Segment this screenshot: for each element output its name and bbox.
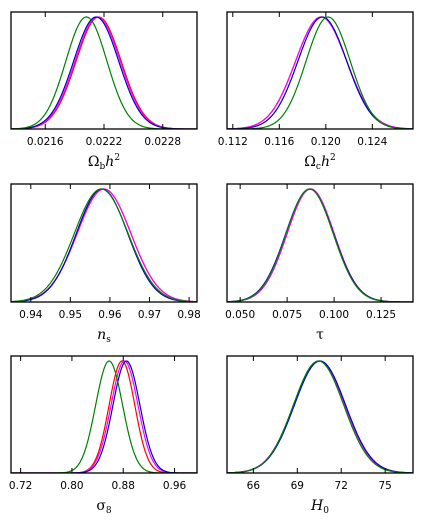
x-tick-label: 0.050: [225, 309, 255, 321]
series-blue-curve: [11, 360, 197, 473]
axes-frame: [10, 11, 198, 130]
curves: [227, 360, 413, 473]
series-magenta-curve: [227, 16, 413, 129]
axes-frame: [226, 355, 414, 474]
x-tick-label: 0.96: [163, 480, 187, 492]
x-axis-label: σ8: [96, 498, 112, 516]
x-tick-label: 0.88: [112, 480, 135, 492]
x-tick-label: 0.0222: [86, 136, 123, 148]
x-tick-label: 0.95: [59, 309, 82, 321]
x-tick-label: 75: [378, 480, 391, 492]
panel-2: 0.112 0.116 0.120 0.124 Ωch2: [218, 11, 414, 172]
x-tick-label: 0.72: [9, 480, 32, 492]
series-blue-curve: [227, 360, 413, 473]
series-green-curve: [11, 16, 197, 129]
x-tick-label: 69: [291, 480, 304, 492]
x-axis-label: Ωbh2: [88, 153, 120, 172]
series-red-curve: [11, 16, 197, 129]
series-red-curve: [11, 188, 197, 302]
panel-3: 0.94 0.95 0.96 0.97 0.98 ns: [10, 183, 201, 345]
series-magenta-curve: [227, 188, 413, 302]
x-tick-label: 0.100: [319, 309, 349, 321]
x-tick-label: 0.98: [177, 309, 200, 321]
x-axis-label: ns: [97, 327, 111, 345]
x-tick-label: 72: [335, 480, 348, 492]
panel-1: 0.0216 0.0222 0.0228 Ωbh2: [10, 11, 198, 172]
x-tick-label: 0.124: [357, 136, 387, 148]
x-axis-label: Ωch2: [304, 153, 335, 172]
panel-4: 0.050 0.075 0.100 0.125 τ: [225, 183, 414, 343]
curves: [11, 16, 197, 129]
series-magenta-curve: [11, 188, 197, 302]
x-axis-label: τ: [316, 327, 324, 343]
series-magenta-curve: [11, 360, 197, 473]
x-tick-label: 66: [247, 480, 261, 492]
x-tick-label: 0.0216: [27, 136, 64, 148]
x-tick-label: 0.94: [19, 309, 43, 321]
series-red-curve: [227, 16, 413, 129]
curves: [11, 360, 197, 473]
series-red-curve: [227, 188, 413, 302]
series-blue-curve: [227, 188, 413, 302]
series-green-curve: [227, 16, 413, 129]
x-tick-label: 0.116: [264, 136, 294, 148]
x-tick-label: 0.0228: [144, 136, 181, 148]
axes-frame: [10, 183, 198, 303]
x-tick-label: 0.97: [138, 309, 161, 321]
series-blue-curve: [11, 16, 197, 129]
axes-frame: [226, 183, 414, 303]
series-blue-curve: [227, 16, 413, 129]
axes-frame: [10, 355, 198, 474]
curves: [227, 188, 413, 302]
series-magenta-curve: [227, 360, 413, 473]
curves: [11, 188, 197, 302]
series-magenta-curve: [11, 16, 197, 129]
axes-frame: [226, 11, 414, 130]
x-tick-label: 0.112: [218, 136, 248, 148]
series-green-curve: [11, 360, 197, 473]
series-blue-curve: [11, 188, 197, 302]
x-axis-label: H0: [310, 498, 329, 516]
panel-6: 66 69 72 75 H0: [226, 355, 414, 516]
x-tick-label: 0.125: [366, 309, 396, 321]
panel-5: 0.72 0.80 0.88 0.96 σ8: [9, 355, 198, 516]
x-tick-label: 0.120: [311, 136, 341, 148]
series-green-curve: [227, 360, 413, 473]
series-red-curve: [227, 360, 413, 473]
series-green-curve: [11, 188, 197, 302]
x-tick-label: 0.96: [98, 309, 122, 321]
series-red-curve: [11, 360, 197, 473]
curves: [227, 16, 413, 129]
series-green-curve: [227, 188, 413, 302]
x-tick-label: 0.075: [272, 309, 302, 321]
x-tick-label: 0.80: [60, 480, 83, 492]
